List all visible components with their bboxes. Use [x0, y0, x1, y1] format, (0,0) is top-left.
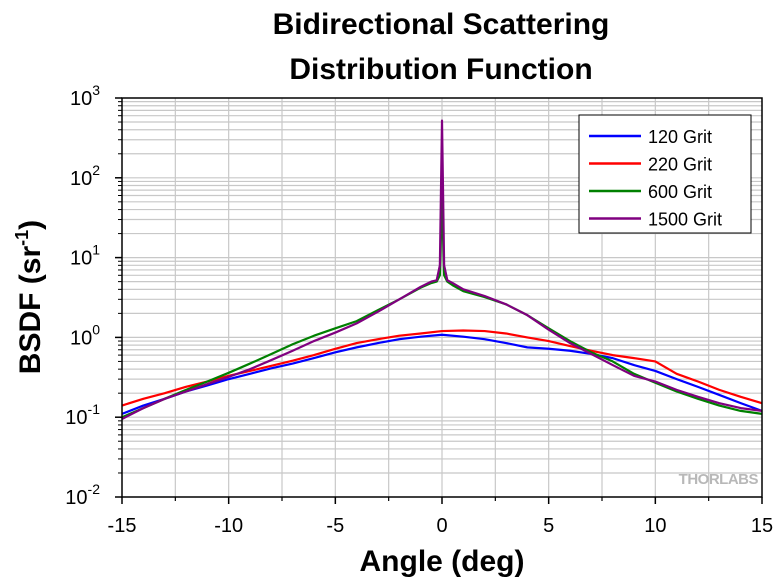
series-line-1500-grit: [121, 119, 763, 420]
x-tick-label: 15: [751, 515, 773, 537]
x-axis-label: Angle (deg): [360, 545, 525, 578]
series-line-600-grit: [121, 197, 763, 419]
y-tick-label: 10-2: [65, 481, 100, 509]
x-tick-label: -15: [108, 515, 137, 537]
x-tick-label: -5: [326, 515, 344, 537]
x-tick-label: 5: [543, 515, 554, 537]
legend-label-220-grit: 220 Grit: [648, 155, 712, 175]
x-tick-label: -10: [214, 515, 243, 537]
y-axis-label: BSDF (sr-1): [12, 220, 47, 374]
chart-title-line-2: Distribution Function: [289, 53, 592, 86]
x-tick-label: 0: [436, 515, 447, 537]
legend-label-120-grit: 120 Grit: [648, 127, 712, 147]
series-line-120-grit: [121, 333, 763, 415]
axis-ticks: [115, 97, 763, 504]
legend-label-1500-grit: 1500 Grit: [648, 210, 722, 230]
legend: 120 Grit 220 Grit 600 Grit 1500 Grit: [578, 114, 752, 234]
y-tick-label: 101: [70, 242, 100, 270]
y-tick-label: 100: [70, 321, 100, 349]
y-tick-label: 10-1: [65, 401, 100, 429]
thorlabs-watermark: THORLABS: [679, 471, 759, 488]
y-tick-labels: 103 102 101 100 10-1 10-2: [65, 82, 100, 509]
y-tick-label: 102: [70, 162, 100, 190]
legend-box: [578, 114, 752, 234]
chart-title-line-1: Bidirectional Scattering: [273, 8, 610, 41]
x-tick-label: 10: [644, 515, 666, 537]
x-tick-labels: -15 -10 -5 0 5 10 15: [108, 515, 774, 537]
y-axis-label-close: ): [14, 220, 47, 230]
y-axis-label-exponent: -1: [12, 230, 32, 246]
legend-label-600-grit: 600 Grit: [648, 182, 712, 202]
y-tick-label: 103: [70, 82, 100, 110]
y-axis-label-main: BSDF (sr: [14, 246, 47, 375]
series-layer: [121, 119, 763, 420]
